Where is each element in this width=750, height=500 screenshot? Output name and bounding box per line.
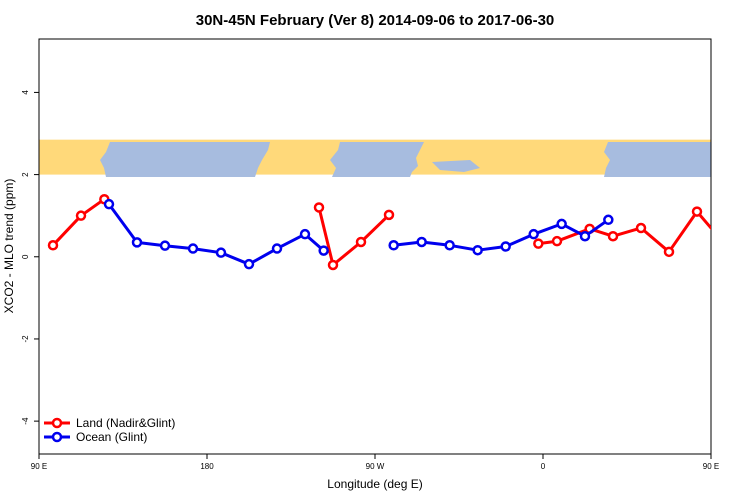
data-point — [75, 210, 87, 221]
x-tick-label: 0 — [541, 462, 546, 471]
data-point — [313, 202, 325, 213]
data-point — [131, 237, 143, 248]
legend-entry: Ocean (Glint) — [76, 430, 147, 444]
data-point — [103, 198, 115, 210]
data-point — [607, 230, 619, 242]
ocean-mediterranean — [432, 160, 480, 172]
x-axis: 90 E 180 90 W 0 90 E — [31, 454, 719, 471]
data-point — [533, 238, 544, 249]
series-line — [107, 203, 325, 266]
y-tick-label: 0 — [21, 254, 30, 259]
y-tick-label: -2 — [21, 335, 30, 343]
legend-swatch-marker — [51, 417, 63, 429]
data-point — [318, 245, 329, 256]
series-land — [47, 193, 729, 271]
data-point — [327, 259, 339, 271]
data-point — [159, 240, 171, 251]
data-point — [215, 247, 227, 258]
data-point — [243, 258, 255, 270]
x-tick-label: 90 W — [366, 462, 385, 471]
data-point — [355, 236, 367, 248]
data-point — [47, 240, 59, 251]
data-point — [691, 206, 703, 217]
y-axis: -4 -2 0 2 4 — [21, 90, 39, 425]
y-tick-label: -4 — [21, 417, 30, 425]
legend-entry: Land (Nadir&Glint) — [76, 416, 175, 430]
y-tick-label: 4 — [21, 90, 30, 95]
legend-swatch-marker — [51, 431, 63, 443]
data-point — [663, 246, 675, 258]
x-tick-label: 180 — [200, 462, 214, 471]
ocean-east-pacific — [604, 142, 711, 177]
data-point — [444, 240, 455, 251]
map-band — [39, 139, 711, 177]
data-point — [388, 240, 399, 251]
series-line — [538, 210, 711, 254]
data-point — [556, 218, 567, 230]
data-point — [603, 214, 614, 226]
series-line — [51, 197, 106, 247]
map-band-oceans — [100, 142, 711, 177]
data-point — [271, 243, 283, 254]
data-point — [579, 230, 591, 242]
data-point — [500, 241, 511, 252]
x-tick-label: 90 E — [31, 462, 47, 471]
data-point — [551, 235, 563, 247]
series-ocean — [103, 198, 614, 270]
data-point — [383, 209, 395, 221]
y-tick-label: 2 — [21, 172, 30, 177]
data-point — [299, 228, 311, 240]
ocean-west-pacific — [100, 142, 270, 177]
legend: Land (Nadir&Glint)Ocean (Glint) — [44, 416, 175, 444]
x-tick-label: 90 E — [703, 462, 719, 471]
data-point — [472, 244, 483, 256]
y-axis-label: XCO2 - MLO trend (ppm) — [2, 179, 16, 314]
data-point — [721, 240, 729, 248]
data-point — [416, 236, 427, 248]
data-point — [528, 228, 539, 240]
ocean-atlantic — [330, 142, 424, 177]
series-line — [317, 207, 391, 267]
x-axis-label: Longitude (deg E) — [327, 477, 422, 491]
series-layer — [47, 193, 729, 271]
data-point — [635, 222, 647, 234]
chart-title: 30N-45N February (Ver 8) 2014-09-06 to 2… — [196, 12, 555, 29]
data-point — [187, 243, 199, 254]
